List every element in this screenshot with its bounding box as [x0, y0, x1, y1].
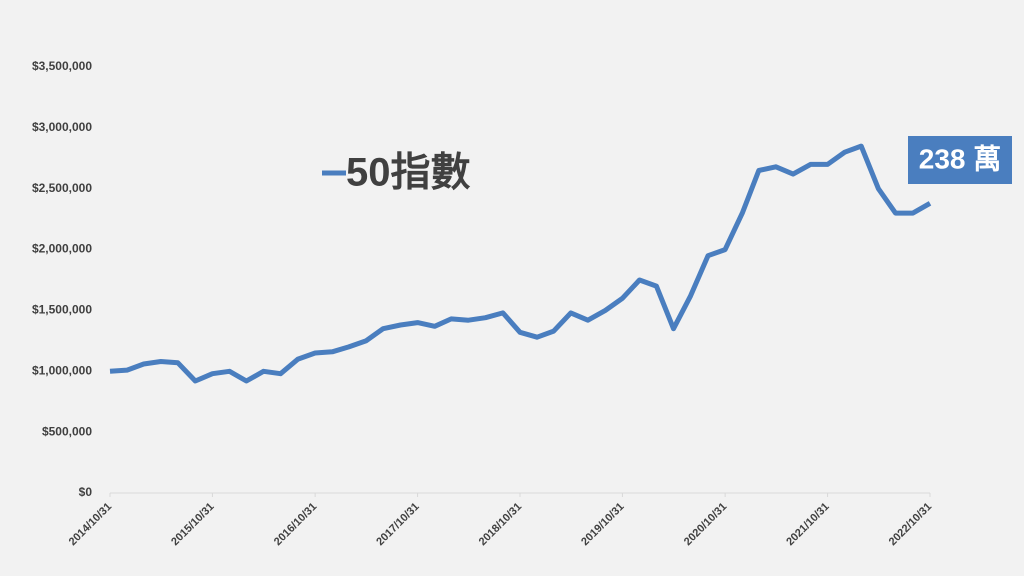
legend-label: 50指數 [346, 151, 471, 195]
y-tick-label: $1,000,000 [32, 363, 92, 377]
x-tick-label: 2016/10/31 [272, 501, 319, 548]
y-tick-label: $3,500,000 [32, 59, 92, 73]
x-tick-label: 2019/10/31 [579, 501, 626, 548]
x-tick-label: 2018/10/31 [477, 501, 524, 548]
x-tick-label: 2014/10/31 [67, 501, 114, 548]
annotation: 238 萬 [919, 143, 1002, 174]
y-tick-label: $500,000 [42, 424, 92, 438]
y-tick-label: $3,000,000 [32, 120, 92, 134]
series-line [109, 143, 932, 384]
y-tick-label: $0 [79, 485, 93, 499]
annotation-box [908, 136, 1012, 184]
x-tick-label: 2020/10/31 [682, 501, 729, 548]
x-tick-label: 2021/10/31 [784, 501, 831, 548]
x-tick-label: 2017/10/31 [374, 501, 421, 548]
y-tick-label: $2,500,000 [32, 181, 92, 195]
y-tick-label: $1,500,000 [32, 303, 92, 317]
x-tick-label: 2015/10/31 [169, 501, 216, 548]
y-tick-label: $2,000,000 [32, 242, 92, 256]
x-tick-label: 2022/10/31 [887, 501, 934, 548]
